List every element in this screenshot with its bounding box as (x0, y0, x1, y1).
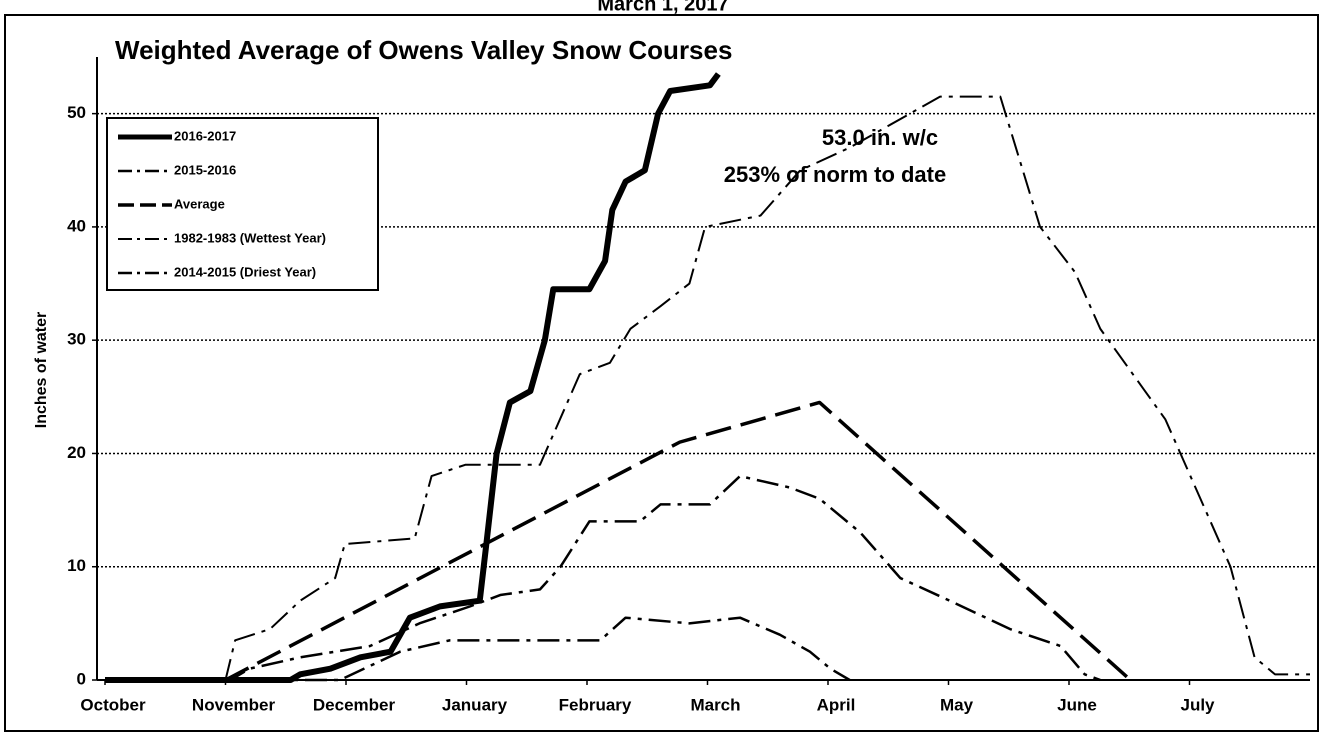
y-tick-label: 20 (67, 443, 86, 462)
frame (4, 14, 1319, 732)
x-tick-label: June (1057, 695, 1097, 714)
series-line (105, 72, 721, 683)
chart-title: Weighted Average of Owens Valley Snow Co… (115, 35, 732, 65)
legend-label: 1982-1983 (Wettest Year) (174, 230, 326, 245)
x-tick-label: May (940, 695, 974, 714)
x-tick-label: December (313, 695, 396, 714)
legend-label: Average (174, 196, 225, 211)
annotation: 53.0 in. w/c (822, 125, 938, 150)
y-tick-label: 40 (67, 216, 86, 235)
series-line (224, 400, 1132, 682)
y-tick-label: 50 (67, 103, 86, 122)
suptitle: March 1, 2017 (597, 0, 728, 15)
legend-label: 2016-2017 (174, 128, 236, 143)
y-tick-label: 0 (77, 669, 86, 688)
x-tick-label: March (690, 695, 740, 714)
x-tick-label: April (817, 695, 856, 714)
legend-label: 2014-2015 (Driest Year) (174, 264, 316, 279)
y-axis-label: Inches of water (33, 312, 50, 428)
x-tick-label: July (1180, 695, 1215, 714)
series-line (105, 616, 851, 682)
x-tick-label: November (192, 695, 276, 714)
annotation: 253% of norm to date (724, 162, 946, 187)
x-tick-label: October (80, 695, 146, 714)
y-tick-label: 30 (67, 330, 86, 349)
series-line (105, 474, 1101, 682)
y-tick-label: 10 (67, 556, 86, 575)
x-tick-label: February (559, 695, 632, 714)
x-tick-label: January (442, 695, 508, 714)
legend-label: 2015-2016 (174, 162, 236, 177)
